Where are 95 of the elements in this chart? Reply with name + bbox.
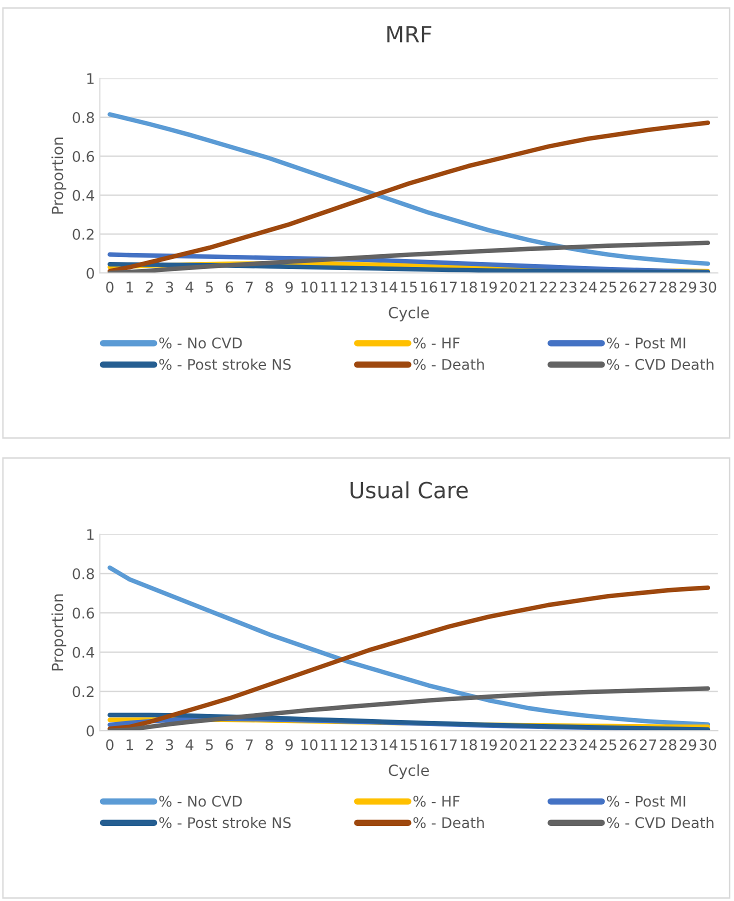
x-tick-label: 13	[361, 282, 378, 293]
y-tick-label: 0.4	[72, 646, 94, 658]
x-tick-label: 9	[286, 739, 293, 750]
legend-label: % - Death	[413, 816, 484, 828]
x-tick-label: 28	[660, 739, 676, 750]
y-tick-label: 0	[86, 268, 94, 279]
x-tick-label: 10	[301, 739, 318, 750]
x-tick-label: 3	[166, 739, 174, 750]
x-tick-label: 3	[166, 282, 174, 293]
x-tick-label: 20	[500, 739, 517, 750]
x-tick-label: 22	[540, 739, 556, 750]
chart-title: MRF	[387, 26, 432, 42]
y-tick-label: 1	[87, 73, 94, 84]
y-tick-label: 0.6	[72, 608, 94, 619]
x-tick-label: 29	[680, 282, 696, 293]
legend-label: % - Post MI	[606, 796, 686, 807]
x-tick-label: 30	[700, 739, 716, 750]
x-tick-label: 4	[186, 282, 194, 292]
x-tick-label: 0	[106, 739, 114, 750]
x-tick-label: 30	[700, 282, 716, 293]
x-tick-label: 16	[421, 282, 438, 293]
x-tick-label: 21	[520, 282, 536, 292]
x-tick-label: 8	[266, 739, 273, 750]
x-tick-label: 19	[480, 282, 497, 293]
x-tick-label: 27	[640, 739, 656, 750]
x-tick-label: 11	[321, 739, 338, 750]
legend-label: % - Post stroke NS	[159, 358, 291, 370]
chart-title: Usual Care	[350, 481, 468, 498]
x-tick-label: 27	[640, 282, 656, 292]
line-series	[108, 686, 710, 731]
x-tick-label: 23	[560, 282, 576, 293]
x-tick-label: 7	[246, 739, 253, 750]
y-tick-label: 0.2	[72, 228, 94, 240]
x-tick-label: 6	[226, 282, 234, 293]
x-tick-label: 2	[146, 739, 153, 750]
x-tick-label: 21	[520, 739, 536, 750]
x-axis-title: Cycle	[388, 306, 429, 322]
y-tick-label: 0	[86, 725, 94, 736]
x-tick-label: 6	[226, 739, 234, 750]
legend-label: % - HF	[413, 337, 460, 349]
x-tick-label: 17	[441, 282, 457, 292]
legend-label: % - Post stroke NS	[159, 816, 291, 828]
x-tick-label: 1	[126, 739, 134, 750]
x-tick-label: 28	[660, 282, 676, 293]
y-tick-label: 0.2	[72, 686, 94, 698]
y-tick-label: 0.4	[72, 190, 94, 201]
x-tick-label: 15	[401, 739, 417, 750]
y-tick-label: 0.6	[72, 150, 94, 162]
legend-label: % - No CVD	[159, 337, 242, 349]
x-tick-label: 7	[246, 282, 253, 292]
x-tick-label: 18	[460, 739, 477, 750]
y-tick-label: 0.8	[72, 568, 94, 580]
x-tick-label: 13	[361, 739, 378, 750]
x-tick-label: 25	[600, 739, 616, 750]
x-tick-label: 26	[620, 282, 636, 293]
x-tick-label: 0	[106, 282, 114, 293]
legend-label: % - CVD Death	[606, 358, 714, 370]
x-tick-label: 5	[206, 739, 213, 750]
x-tick-label: 17	[441, 739, 457, 750]
line-series	[108, 240, 710, 274]
y-tick-label: 0.8	[72, 112, 94, 124]
x-tick-label: 12	[341, 282, 357, 292]
x-tick-label: 22	[540, 282, 556, 292]
y-tick-label: 1	[87, 529, 94, 540]
legend-label: % - CVD Death	[606, 816, 714, 828]
legend-label: % - HF	[413, 796, 460, 807]
x-tick-label: 10	[301, 282, 318, 293]
x-tick-label: 14	[381, 282, 398, 292]
line-series	[108, 712, 710, 731]
y-axis-title: Proportion	[51, 138, 66, 214]
x-tick-label: 29	[680, 739, 696, 750]
x-tick-label: 24	[580, 739, 597, 750]
x-tick-label: 16	[421, 739, 438, 750]
x-tick-label: 23	[560, 739, 576, 750]
x-tick-label: 11	[321, 282, 338, 292]
x-tick-label: 5	[206, 282, 213, 293]
x-tick-label: 25	[600, 282, 616, 293]
x-tick-label: 1	[126, 282, 134, 292]
x-tick-label: 8	[266, 282, 273, 293]
x-tick-label: 14	[381, 739, 398, 750]
x-tick-label: 18	[460, 282, 477, 293]
x-tick-label: 12	[341, 739, 357, 750]
x-tick-label: 9	[286, 282, 293, 293]
x-axis-title: Cycle	[388, 764, 429, 780]
x-tick-label: 15	[401, 282, 417, 293]
legend-label: % - Post MI	[606, 337, 686, 349]
x-tick-label: 2	[146, 282, 153, 292]
legend-label: % - No CVD	[159, 796, 242, 807]
x-tick-label: 19	[480, 739, 497, 750]
legend-label: % - Death	[413, 358, 484, 370]
x-tick-label: 24	[580, 282, 597, 292]
x-tick-label: 20	[500, 282, 517, 293]
x-tick-label: 26	[620, 739, 636, 750]
y-axis-title: Proportion	[51, 594, 66, 670]
x-tick-label: 4	[186, 739, 194, 750]
